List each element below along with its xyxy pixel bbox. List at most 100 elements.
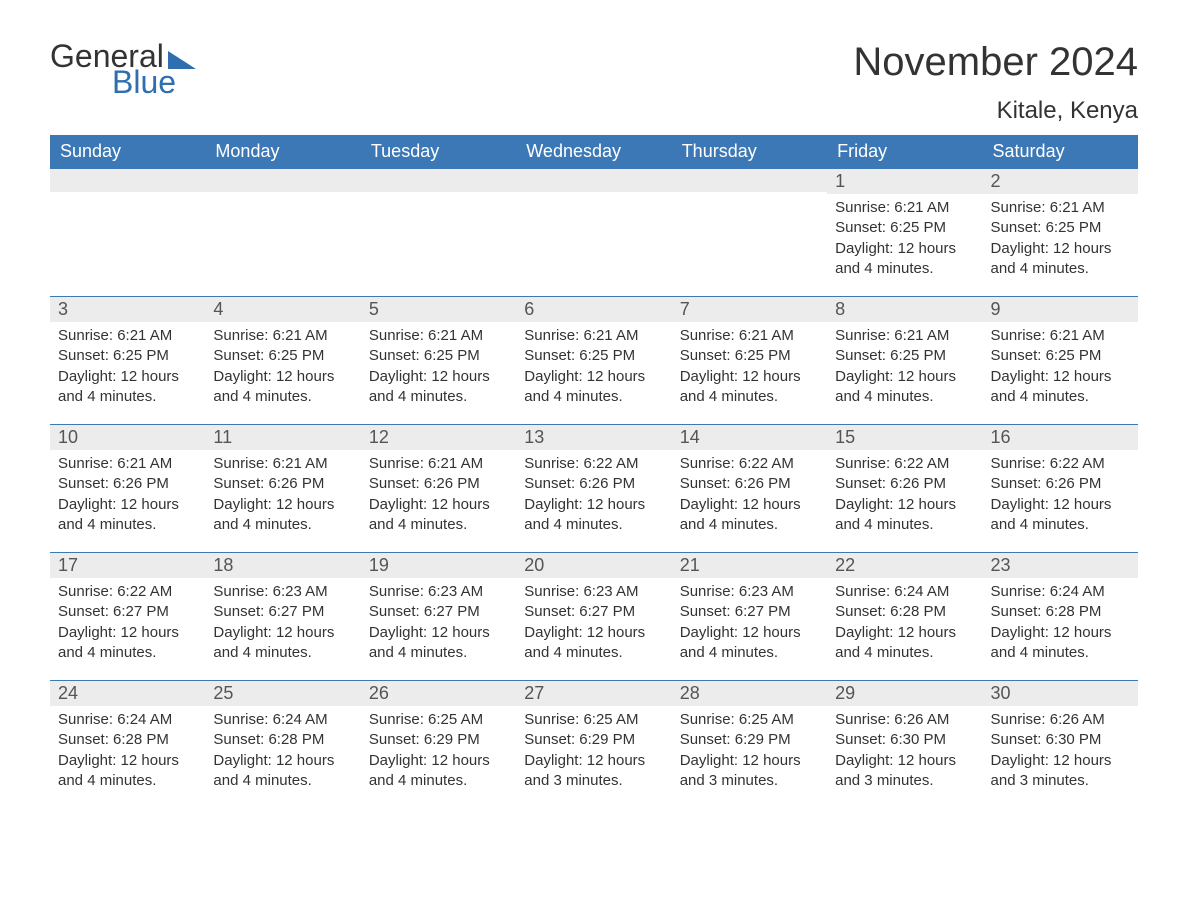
day-number: 3 [50, 296, 205, 322]
day-details: Sunrise: 6:21 AMSunset: 6:25 PMDaylight:… [361, 322, 516, 411]
sunset-text: Sunset: 6:30 PM [835, 730, 974, 750]
day-details: Sunrise: 6:23 AMSunset: 6:27 PMDaylight:… [361, 578, 516, 667]
daylight-text: Daylight: 12 hours and 4 minutes. [991, 623, 1130, 664]
weekday-header: Friday [827, 135, 982, 168]
day-number: 21 [672, 552, 827, 578]
day-details: Sunrise: 6:21 AMSunset: 6:25 PMDaylight:… [516, 322, 671, 411]
calendar-week-row: 10Sunrise: 6:21 AMSunset: 6:26 PMDayligh… [50, 424, 1138, 552]
calendar-cell [205, 168, 360, 296]
day-number: 15 [827, 424, 982, 450]
sunset-text: Sunset: 6:27 PM [680, 602, 819, 622]
sunset-text: Sunset: 6:26 PM [58, 474, 197, 494]
sunrise-text: Sunrise: 6:25 AM [524, 710, 663, 730]
sunrise-text: Sunrise: 6:21 AM [213, 454, 352, 474]
weekday-header: Thursday [672, 135, 827, 168]
calendar-cell: 9Sunrise: 6:21 AMSunset: 6:25 PMDaylight… [983, 296, 1138, 424]
daylight-text: Daylight: 12 hours and 4 minutes. [213, 751, 352, 792]
sunrise-text: Sunrise: 6:26 AM [991, 710, 1130, 730]
sunset-text: Sunset: 6:25 PM [680, 346, 819, 366]
day-number: 12 [361, 424, 516, 450]
calendar-cell: 2Sunrise: 6:21 AMSunset: 6:25 PMDaylight… [983, 168, 1138, 296]
sunset-text: Sunset: 6:30 PM [991, 730, 1130, 750]
daylight-text: Daylight: 12 hours and 4 minutes. [991, 495, 1130, 536]
daylight-text: Daylight: 12 hours and 4 minutes. [369, 751, 508, 792]
day-details: Sunrise: 6:26 AMSunset: 6:30 PMDaylight:… [827, 706, 982, 795]
sunrise-text: Sunrise: 6:21 AM [835, 198, 974, 218]
calendar-week-row: 3Sunrise: 6:21 AMSunset: 6:25 PMDaylight… [50, 296, 1138, 424]
sunset-text: Sunset: 6:28 PM [58, 730, 197, 750]
weekday-header: Tuesday [361, 135, 516, 168]
day-number: 30 [983, 680, 1138, 706]
day-details: Sunrise: 6:25 AMSunset: 6:29 PMDaylight:… [672, 706, 827, 795]
weekday-header: Wednesday [516, 135, 671, 168]
day-number: 19 [361, 552, 516, 578]
daylight-text: Daylight: 12 hours and 4 minutes. [213, 367, 352, 408]
day-details: Sunrise: 6:25 AMSunset: 6:29 PMDaylight:… [516, 706, 671, 795]
empty-day-header [361, 168, 516, 192]
calendar-cell: 10Sunrise: 6:21 AMSunset: 6:26 PMDayligh… [50, 424, 205, 552]
empty-day-header [50, 168, 205, 192]
sunset-text: Sunset: 6:25 PM [213, 346, 352, 366]
sunset-text: Sunset: 6:26 PM [680, 474, 819, 494]
sunset-text: Sunset: 6:25 PM [835, 346, 974, 366]
calendar-cell: 6Sunrise: 6:21 AMSunset: 6:25 PMDaylight… [516, 296, 671, 424]
sunrise-text: Sunrise: 6:21 AM [58, 326, 197, 346]
day-details: Sunrise: 6:21 AMSunset: 6:25 PMDaylight:… [205, 322, 360, 411]
daylight-text: Daylight: 12 hours and 4 minutes. [524, 495, 663, 536]
day-number: 13 [516, 424, 671, 450]
calendar-cell: 8Sunrise: 6:21 AMSunset: 6:25 PMDaylight… [827, 296, 982, 424]
sunset-text: Sunset: 6:29 PM [524, 730, 663, 750]
sunrise-text: Sunrise: 6:22 AM [835, 454, 974, 474]
day-number: 8 [827, 296, 982, 322]
day-details: Sunrise: 6:21 AMSunset: 6:25 PMDaylight:… [827, 194, 982, 283]
day-number: 2 [983, 168, 1138, 194]
daylight-text: Daylight: 12 hours and 3 minutes. [524, 751, 663, 792]
sunset-text: Sunset: 6:27 PM [369, 602, 508, 622]
day-details: Sunrise: 6:21 AMSunset: 6:25 PMDaylight:… [827, 322, 982, 411]
daylight-text: Daylight: 12 hours and 4 minutes. [835, 239, 974, 280]
sunrise-text: Sunrise: 6:24 AM [58, 710, 197, 730]
sunrise-text: Sunrise: 6:23 AM [680, 582, 819, 602]
sunrise-text: Sunrise: 6:22 AM [58, 582, 197, 602]
calendar-cell: 29Sunrise: 6:26 AMSunset: 6:30 PMDayligh… [827, 680, 982, 808]
calendar-week-row: 1Sunrise: 6:21 AMSunset: 6:25 PMDaylight… [50, 168, 1138, 296]
daylight-text: Daylight: 12 hours and 4 minutes. [991, 367, 1130, 408]
sunrise-text: Sunrise: 6:22 AM [991, 454, 1130, 474]
sunrise-text: Sunrise: 6:21 AM [991, 198, 1130, 218]
calendar-cell: 7Sunrise: 6:21 AMSunset: 6:25 PMDaylight… [672, 296, 827, 424]
daylight-text: Daylight: 12 hours and 4 minutes. [58, 367, 197, 408]
calendar-cell: 26Sunrise: 6:25 AMSunset: 6:29 PMDayligh… [361, 680, 516, 808]
calendar-cell: 23Sunrise: 6:24 AMSunset: 6:28 PMDayligh… [983, 552, 1138, 680]
day-number: 18 [205, 552, 360, 578]
sunrise-text: Sunrise: 6:21 AM [835, 326, 974, 346]
weekday-header: Monday [205, 135, 360, 168]
sunset-text: Sunset: 6:25 PM [369, 346, 508, 366]
calendar-cell: 28Sunrise: 6:25 AMSunset: 6:29 PMDayligh… [672, 680, 827, 808]
day-number: 4 [205, 296, 360, 322]
day-details: Sunrise: 6:23 AMSunset: 6:27 PMDaylight:… [516, 578, 671, 667]
daylight-text: Daylight: 12 hours and 4 minutes. [680, 495, 819, 536]
day-number: 5 [361, 296, 516, 322]
calendar-cell: 21Sunrise: 6:23 AMSunset: 6:27 PMDayligh… [672, 552, 827, 680]
title-block: November 2024 Kitale, Kenya [853, 40, 1138, 125]
sunrise-text: Sunrise: 6:23 AM [213, 582, 352, 602]
sunset-text: Sunset: 6:25 PM [991, 346, 1130, 366]
day-number: 22 [827, 552, 982, 578]
daylight-text: Daylight: 12 hours and 4 minutes. [58, 623, 197, 664]
daylight-text: Daylight: 12 hours and 3 minutes. [835, 751, 974, 792]
sunset-text: Sunset: 6:26 PM [835, 474, 974, 494]
sunrise-text: Sunrise: 6:26 AM [835, 710, 974, 730]
day-number: 28 [672, 680, 827, 706]
day-details: Sunrise: 6:21 AMSunset: 6:25 PMDaylight:… [983, 194, 1138, 283]
day-details: Sunrise: 6:21 AMSunset: 6:25 PMDaylight:… [50, 322, 205, 411]
calendar-cell: 18Sunrise: 6:23 AMSunset: 6:27 PMDayligh… [205, 552, 360, 680]
day-number: 27 [516, 680, 671, 706]
day-number: 9 [983, 296, 1138, 322]
sunrise-text: Sunrise: 6:24 AM [835, 582, 974, 602]
calendar-cell: 16Sunrise: 6:22 AMSunset: 6:26 PMDayligh… [983, 424, 1138, 552]
sunset-text: Sunset: 6:26 PM [369, 474, 508, 494]
sunrise-text: Sunrise: 6:21 AM [369, 454, 508, 474]
weekday-header-row: Sunday Monday Tuesday Wednesday Thursday… [50, 135, 1138, 168]
day-details: Sunrise: 6:21 AMSunset: 6:26 PMDaylight:… [205, 450, 360, 539]
daylight-text: Daylight: 12 hours and 3 minutes. [680, 751, 819, 792]
